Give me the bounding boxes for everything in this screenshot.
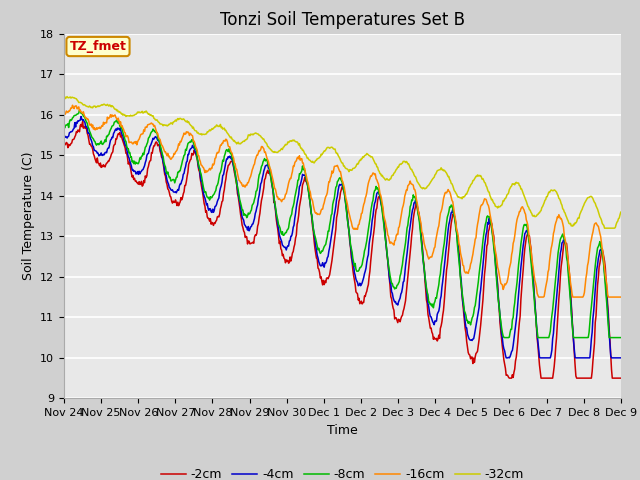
- -8cm: [70, 113, 78, 119]
- -2cm: [60, 140, 68, 145]
- -32cm: [214, 124, 222, 130]
- -2cm: [411, 207, 419, 213]
- -2cm: [428, 325, 435, 331]
- -16cm: [128, 140, 136, 146]
- -2cm: [214, 214, 222, 219]
- -4cm: [411, 200, 419, 205]
- -32cm: [601, 225, 609, 231]
- -4cm: [70, 125, 78, 131]
- -2cm: [70, 136, 78, 142]
- -32cm: [71, 96, 79, 101]
- -2cm: [128, 174, 136, 180]
- Text: TZ_fmet: TZ_fmet: [70, 40, 127, 53]
- Title: Tonzi Soil Temperatures Set B: Tonzi Soil Temperatures Set B: [220, 11, 465, 29]
- -2cm: [79, 119, 86, 125]
- -16cm: [535, 294, 543, 300]
- -2cm: [185, 161, 193, 167]
- -4cm: [185, 152, 193, 157]
- -4cm: [617, 355, 625, 361]
- -16cm: [185, 130, 193, 135]
- -32cm: [63, 94, 71, 99]
- -8cm: [214, 180, 222, 186]
- -16cm: [428, 254, 435, 260]
- Line: -2cm: -2cm: [64, 122, 621, 378]
- -8cm: [128, 159, 136, 165]
- -2cm: [506, 375, 513, 381]
- -16cm: [60, 112, 68, 118]
- -16cm: [617, 294, 625, 300]
- -8cm: [428, 301, 435, 307]
- -16cm: [214, 150, 222, 156]
- -4cm: [128, 167, 136, 173]
- X-axis label: Time: Time: [327, 424, 358, 437]
- -16cm: [71, 103, 79, 109]
- -32cm: [128, 113, 136, 119]
- -32cm: [185, 119, 193, 125]
- -8cm: [60, 124, 68, 130]
- -32cm: [411, 173, 419, 179]
- -4cm: [428, 314, 435, 320]
- -8cm: [617, 335, 625, 340]
- -8cm: [76, 107, 83, 113]
- Line: -32cm: -32cm: [64, 96, 621, 228]
- -8cm: [411, 194, 419, 200]
- -32cm: [428, 178, 435, 184]
- -32cm: [60, 95, 68, 101]
- -8cm: [185, 140, 193, 145]
- -2cm: [617, 375, 625, 381]
- -8cm: [500, 335, 508, 340]
- Legend: -2cm, -4cm, -8cm, -16cm, -32cm: -2cm, -4cm, -8cm, -16cm, -32cm: [156, 463, 529, 480]
- -16cm: [68, 102, 76, 108]
- Line: -8cm: -8cm: [64, 110, 621, 337]
- -32cm: [617, 209, 625, 215]
- -4cm: [60, 134, 68, 140]
- -4cm: [77, 114, 85, 120]
- Y-axis label: Soil Temperature (C): Soil Temperature (C): [22, 152, 35, 280]
- -4cm: [502, 355, 510, 361]
- -16cm: [411, 187, 419, 192]
- Line: -4cm: -4cm: [64, 117, 621, 358]
- -4cm: [214, 197, 222, 203]
- Line: -16cm: -16cm: [64, 105, 621, 297]
